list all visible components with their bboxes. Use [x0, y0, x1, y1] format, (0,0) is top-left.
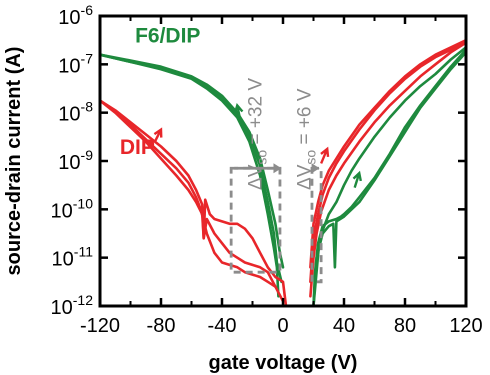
- series-label-dip: DIP: [120, 136, 155, 159]
- series-layer: [98, 38, 468, 308]
- threshold-shift-arrowhead-1: [311, 163, 320, 174]
- annotation-layer: ΔVso = +32 V ΔVso = +6 V F6/DIP DIP: [120, 25, 323, 284]
- sweep-direction-arrow-0: [233, 102, 244, 121]
- x-tick-label: 40: [333, 315, 355, 337]
- series-0-curve-0: [98, 53, 285, 269]
- y-axis-label: source-drain current (A): [3, 47, 25, 276]
- series-1-curve-2: [98, 99, 277, 288]
- series-1-curve-1: [98, 99, 285, 303]
- series-1-curve-5: [309, 38, 468, 269]
- series-1-curve-4: [309, 41, 468, 284]
- x-tick-label: -120: [80, 315, 120, 337]
- sweep-direction-arrow-1: [352, 170, 362, 188]
- y-tick-label: 10-6: [58, 2, 93, 29]
- series-0-curve-5: [312, 46, 468, 308]
- sweep-direction-arrow-3: [320, 146, 330, 164]
- x-tick-label: -40: [208, 315, 237, 337]
- series-label-f6dip: F6/DIP: [135, 25, 200, 48]
- y-tick-label: 10-12: [51, 292, 94, 319]
- x-tick-label: 120: [449, 315, 482, 337]
- threshold-shift-arrowhead-0: [273, 163, 282, 174]
- shift-F6DIP-label: ΔVso = +32 V: [246, 78, 270, 190]
- series-1-curve-3: [309, 41, 468, 298]
- series-0-curve-2: [98, 53, 283, 284]
- series-1-curve-0: [98, 99, 288, 308]
- x-tick-label: 80: [394, 315, 416, 337]
- y-tick-label: 10-9: [58, 147, 93, 174]
- y-tick-label: 10-7: [58, 50, 93, 77]
- shift-DIP-label: ΔVso = +6 V: [294, 88, 318, 190]
- sweep-direction-arrow-2: [153, 127, 163, 143]
- y-tick-label: 10-8: [58, 99, 93, 126]
- tick-layer: -120 -80 -40 0 40 80 120 10-12 10-11 10-10 10-9 10-…: [51, 2, 483, 337]
- series-0-curve-4: [312, 51, 468, 308]
- x-tick-label: 0: [277, 315, 288, 337]
- y-tick-label: 10-10: [51, 195, 94, 222]
- x-tick-label: -80: [147, 315, 176, 337]
- x-axis-label: gate voltage (V): [209, 352, 358, 374]
- y-tick-label: 10-11: [52, 244, 94, 271]
